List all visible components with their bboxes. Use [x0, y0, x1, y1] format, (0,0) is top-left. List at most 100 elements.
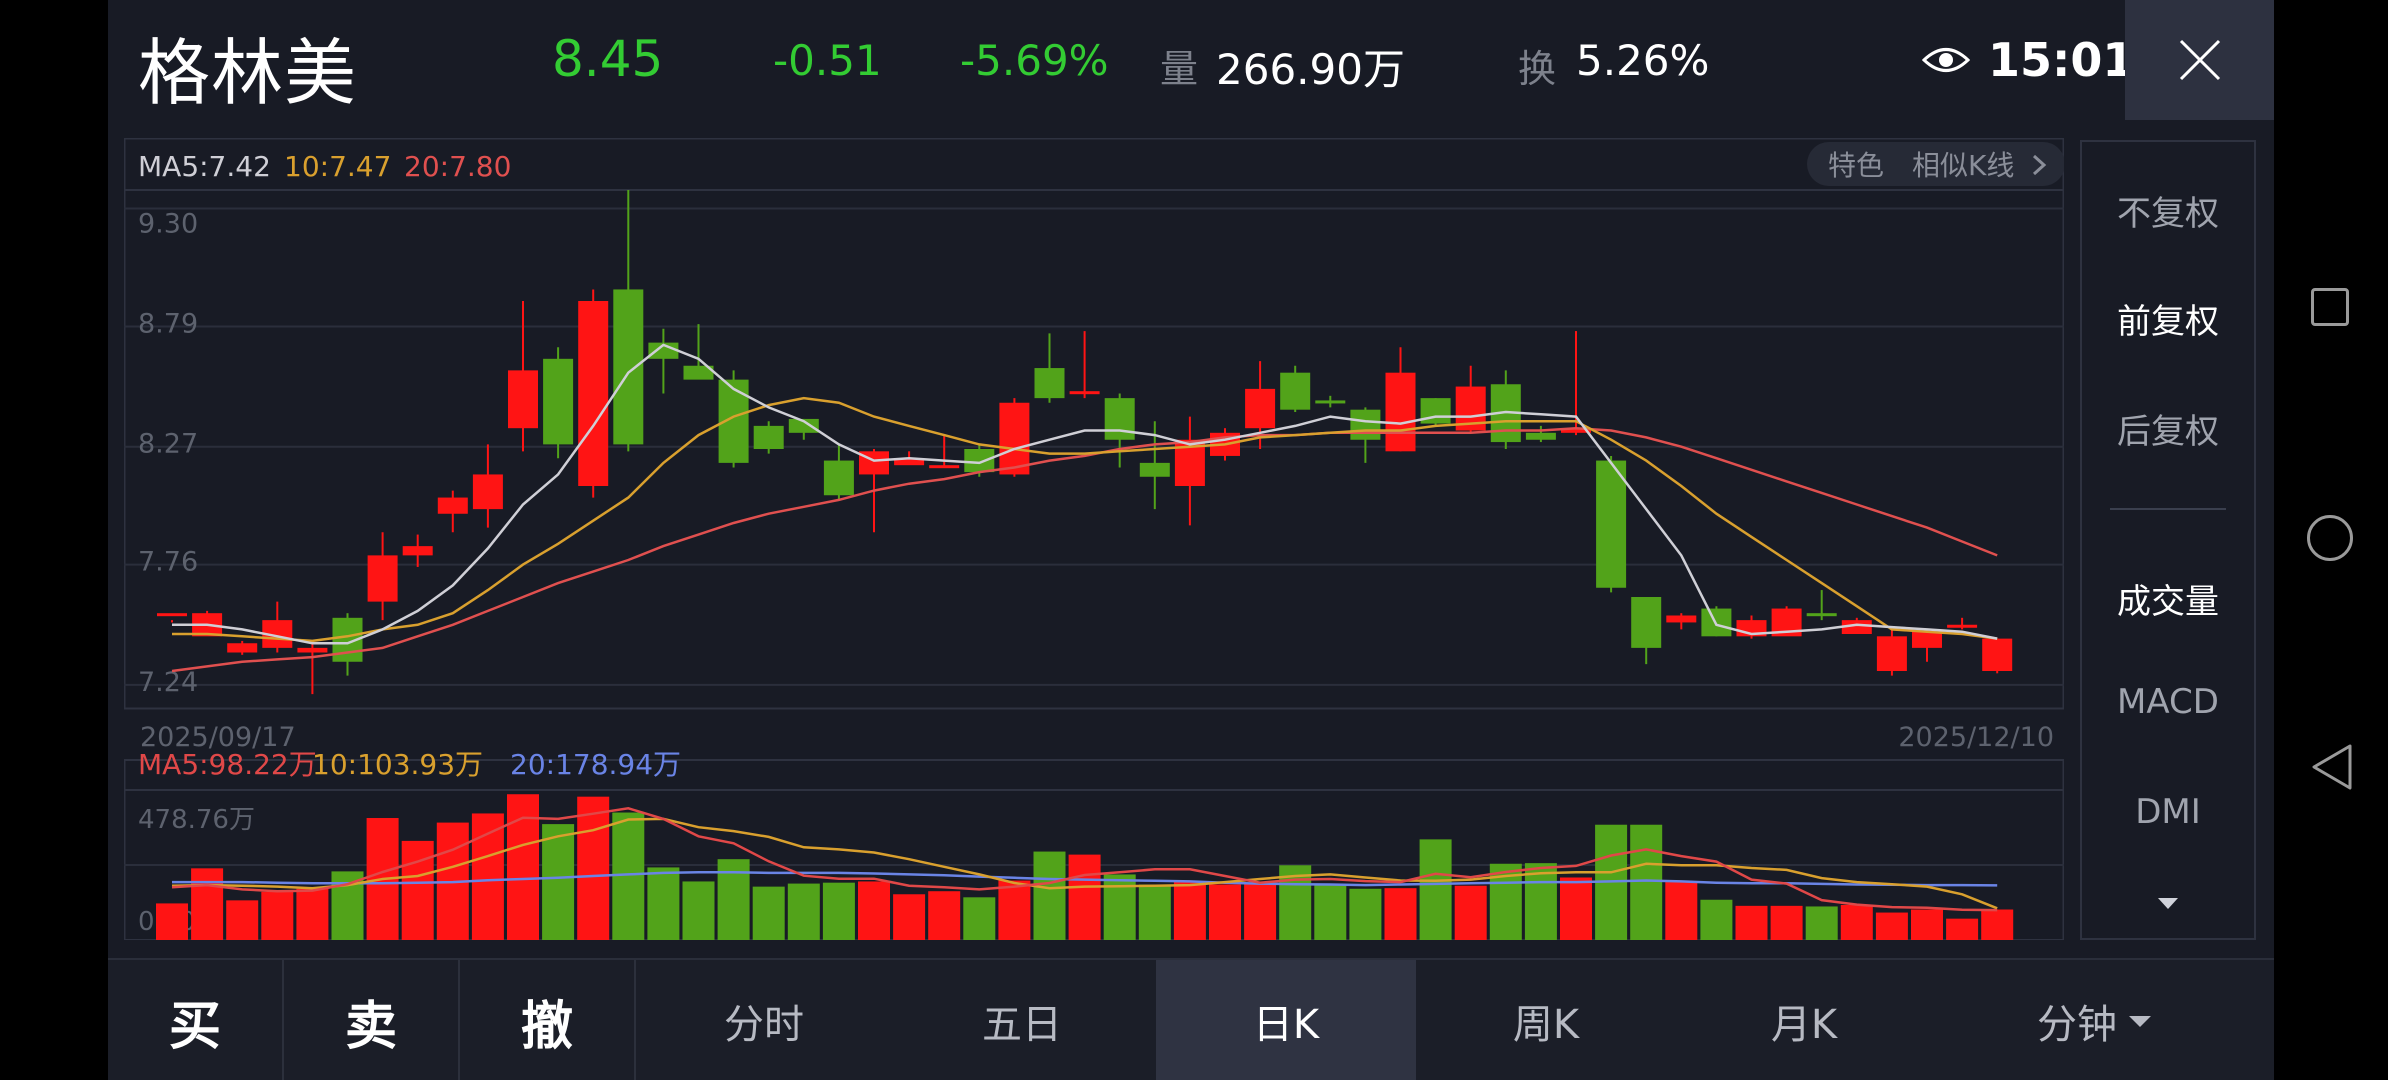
- indicator-volume[interactable]: 成交量: [2117, 582, 2219, 622]
- system-navigation-bar: [2274, 0, 2388, 1080]
- quote-header: 格林美 8.45 -0.51 -5.69% 量 266.90万 换 5.26% …: [108, 0, 2274, 120]
- volume-bar: [1244, 882, 1277, 940]
- close-button[interactable]: [2125, 0, 2274, 120]
- price-change-percent: -5.69%: [960, 36, 1109, 85]
- volume-ma5-line: [171, 807, 1998, 912]
- y-tick-label: 7.76: [138, 547, 198, 578]
- volume-bar: [963, 897, 996, 940]
- volume-max-label: 478.76万: [138, 805, 255, 835]
- candle-body: [227, 643, 258, 653]
- cancel-order-button[interactable]: 撤: [520, 996, 573, 1057]
- volume-bar: [1700, 899, 1733, 940]
- volume-bar: [928, 891, 961, 940]
- volume-bar: [647, 867, 680, 940]
- volume-bar: [1875, 912, 1908, 940]
- volume-bar: [261, 891, 294, 940]
- similar-kline-pill: [1807, 142, 2064, 186]
- candle-body: [1069, 391, 1100, 395]
- current-price: 8.45: [552, 30, 664, 88]
- candle-body: [613, 289, 644, 445]
- candle-body: [1982, 638, 2013, 671]
- volume-bar: [1735, 905, 1768, 940]
- volume-bar: [1946, 918, 1979, 940]
- candle-body: [1666, 615, 1697, 623]
- tab-minute-label: 分钟: [2037, 1002, 2117, 1048]
- toolbar-divider: [458, 960, 460, 1080]
- volume-bar: [1314, 884, 1347, 940]
- volume-bar: [1068, 854, 1101, 940]
- volume-bar: [156, 903, 188, 940]
- back-icon[interactable]: [2310, 742, 2354, 792]
- candle-body: [1139, 462, 1170, 477]
- stock-chart-app: 格林美 8.45 -0.51 -5.69% 量 266.90万 换 5.26% …: [108, 0, 2274, 1080]
- candle-body: [1385, 372, 1416, 452]
- y-tick-label: 8.79: [138, 308, 198, 339]
- option-backward-adjust[interactable]: 后复权: [2117, 412, 2219, 452]
- candle-body: [753, 425, 784, 449]
- volume-bar: [752, 886, 785, 940]
- volume-bar: [1630, 824, 1663, 940]
- turnover-label: 换: [1518, 47, 1557, 91]
- kline-chart[interactable]: 9.30 8.79 8.27 7.76 7.24 MA5:7.42 10:7.47 20:7.…: [124, 138, 2064, 940]
- candle-body: [543, 358, 574, 445]
- volume-bar: [1911, 909, 1943, 940]
- candle-body: [1631, 597, 1662, 648]
- sell-button[interactable]: 卖: [344, 996, 397, 1057]
- volume-bar: [1524, 863, 1557, 940]
- volume-bar: [577, 796, 610, 940]
- tab-intraday[interactable]: 分时: [724, 1002, 804, 1048]
- volume-bar: [1384, 888, 1417, 940]
- candle-body: [472, 474, 503, 510]
- bottom-toolbar: 买 卖 撤 分时 五日 日K 周K 月K 分钟: [108, 958, 2274, 1080]
- candle-body: [1561, 428, 1591, 433]
- volume-bar: [542, 824, 575, 940]
- volume-bar: [787, 883, 820, 940]
- candle-body: [1596, 460, 1627, 588]
- price-panel-frame: [124, 138, 2064, 710]
- candle-body: [1350, 409, 1381, 440]
- buy-button[interactable]: 买: [168, 996, 221, 1057]
- volume-ma20-line: [172, 871, 1998, 887]
- candle-body: [894, 458, 925, 466]
- option-forward-adjust[interactable]: 前复权: [2117, 302, 2219, 342]
- candle-body: [508, 370, 538, 429]
- ma5-line: [172, 343, 1998, 645]
- volume-ma5-label: MA5:98.22万: [138, 748, 317, 781]
- candle-body: [1876, 636, 1907, 671]
- ma5-label: MA5:7.42: [138, 150, 271, 183]
- candle-body: [157, 613, 187, 617]
- volume-bar: [612, 812, 645, 940]
- candle-body: [578, 301, 609, 486]
- chevron-right-icon: [2032, 154, 2047, 176]
- option-no-adjust[interactable]: 不复权: [2117, 194, 2219, 234]
- volume-bar: [1981, 909, 2014, 940]
- tab-monthly-k[interactable]: 月K: [1770, 1002, 1838, 1048]
- tab-daily-k[interactable]: 日K: [1156, 960, 1416, 1080]
- price-change: -0.51: [773, 36, 882, 85]
- toolbar-divider: [634, 960, 636, 1080]
- volume-ma20-label: 20:178.94万: [510, 748, 681, 781]
- volume-bar: [1560, 877, 1592, 940]
- candle-body: [1841, 620, 1872, 634]
- more-indicators-caret-icon[interactable]: [2158, 898, 2178, 909]
- tab-weekly-k[interactable]: 周K: [1512, 1002, 1580, 1048]
- candle-body: [823, 460, 854, 496]
- chart-options-panel: 不复权 前复权 后复权 成交量 MACD DMI: [2080, 140, 2256, 940]
- volume-bar: [858, 881, 890, 940]
- indicator-dmi[interactable]: DMI: [2135, 792, 2201, 832]
- home-icon[interactable]: [2307, 515, 2353, 561]
- candle-body: [1947, 624, 1978, 628]
- tab-five-day[interactable]: 五日: [982, 1002, 1062, 1048]
- candle-body: [929, 465, 960, 469]
- volume-bar: [1349, 888, 1382, 940]
- volume-bar: [331, 871, 364, 940]
- indicator-macd[interactable]: MACD: [2117, 682, 2219, 722]
- volume-ma10-label: 10:103.93万: [312, 748, 483, 781]
- volume-bar: [1173, 881, 1206, 940]
- recent-apps-icon[interactable]: [2311, 288, 2349, 326]
- candle-body: [402, 546, 433, 556]
- candle-body: [1806, 613, 1837, 617]
- stock-name: 格林美: [138, 31, 358, 115]
- feature-label: 特色: [1828, 149, 1884, 182]
- tab-minute[interactable]: 分钟: [1934, 960, 2254, 1080]
